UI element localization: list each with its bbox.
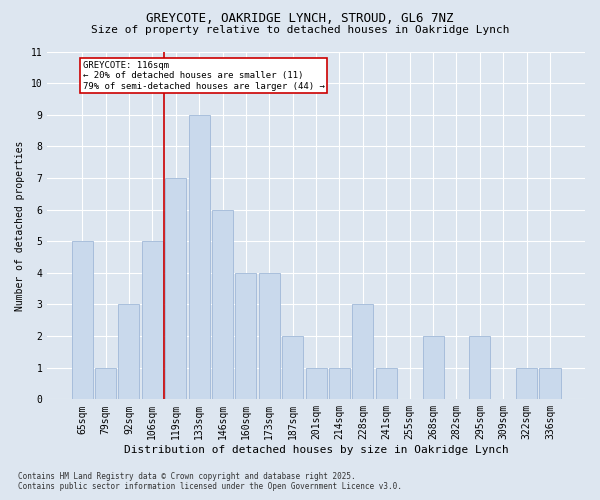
Bar	[188, 114, 209, 400]
Bar	[118, 304, 139, 400]
Bar	[212, 210, 233, 400]
Bar	[539, 368, 560, 400]
Bar	[305, 368, 326, 400]
Bar	[469, 336, 490, 400]
Text: GREYCOTE, OAKRIDGE LYNCH, STROUD, GL6 7NZ: GREYCOTE, OAKRIDGE LYNCH, STROUD, GL6 7N…	[146, 12, 454, 24]
Bar	[71, 241, 92, 400]
Bar	[259, 273, 280, 400]
Bar	[376, 368, 397, 400]
Bar	[282, 336, 303, 400]
Bar	[165, 178, 186, 400]
Bar	[352, 304, 373, 400]
Y-axis label: Number of detached properties: Number of detached properties	[15, 140, 25, 310]
Bar	[516, 368, 537, 400]
Text: Size of property relative to detached houses in Oakridge Lynch: Size of property relative to detached ho…	[91, 25, 509, 35]
Bar	[422, 336, 443, 400]
Bar	[142, 241, 163, 400]
Bar	[95, 368, 116, 400]
Bar	[235, 273, 256, 400]
X-axis label: Distribution of detached houses by size in Oakridge Lynch: Distribution of detached houses by size …	[124, 445, 508, 455]
Bar	[329, 368, 350, 400]
Text: GREYCOTE: 116sqm
← 20% of detached houses are smaller (11)
79% of semi-detached : GREYCOTE: 116sqm ← 20% of detached house…	[83, 61, 325, 91]
Text: Contains HM Land Registry data © Crown copyright and database right 2025.
Contai: Contains HM Land Registry data © Crown c…	[18, 472, 402, 491]
